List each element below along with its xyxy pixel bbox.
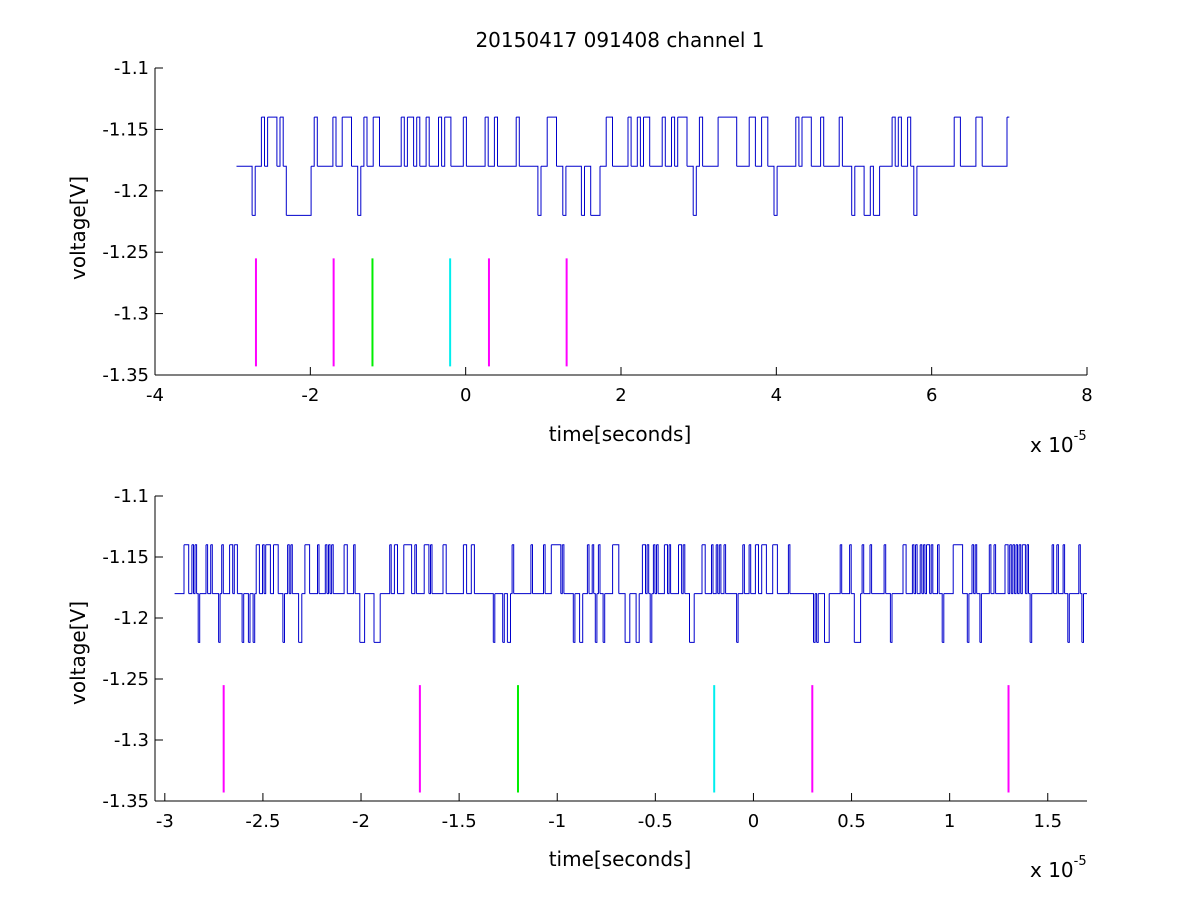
top-x-tick-label: 4: [771, 385, 782, 406]
bottom-signal-series: [174, 544, 1087, 643]
bottom-x-multiplier: x 10-5: [1030, 854, 1087, 882]
top-x-axis-label: time[seconds]: [548, 422, 692, 446]
top-x-tick-label: -4: [146, 385, 164, 406]
top-y-tick-label: -1.3: [114, 304, 149, 325]
bottom-x-multiplier-base: x 10: [1030, 858, 1074, 882]
chart-title: 20150417 091408 channel 1: [475, 28, 765, 52]
bottom-x-tick-label: -2.5: [245, 811, 280, 832]
bottom-x-tick-label: -2: [352, 811, 370, 832]
top-y-tick-label: -1.35: [102, 365, 149, 386]
bottom-x-tick-label: 0.5: [837, 811, 866, 832]
bottom-y-tick-label: -1.35: [102, 791, 149, 812]
top-x-tick-label: 0: [460, 385, 471, 406]
bottom-y-tick-label: -1.2: [114, 608, 149, 629]
top-y-tick-label: -1.15: [102, 119, 149, 140]
top-y-tick-label: -1.2: [114, 181, 149, 202]
top-x-tick-label: -2: [301, 385, 319, 406]
bottom-y-tick-label: -1.15: [102, 547, 149, 568]
bottom-x-tick-label: 1: [944, 811, 955, 832]
bottom-y-tick-label: -1.25: [102, 669, 149, 690]
bottom-x-tick-label: 1.5: [1033, 811, 1062, 832]
bottom-x-tick-label: -3: [156, 811, 174, 832]
top-x-multiplier-exponent: -5: [1073, 429, 1087, 445]
bottom-x-axis-label: time[seconds]: [548, 847, 692, 871]
bottom-y-tick-label: -1.1: [114, 486, 149, 507]
top-x-tick-label: 2: [615, 385, 626, 406]
top-x-multiplier: x 10-5: [1030, 429, 1087, 457]
bottom-y-axis-label: voltage[V]: [66, 600, 90, 705]
top-x-multiplier-base: x 10: [1030, 433, 1074, 457]
top-y-axis-label: voltage[V]: [66, 175, 90, 280]
bottom-x-tick-label: 0: [748, 811, 759, 832]
bottom-y-tick-label: -1.3: [114, 730, 149, 751]
bottom-x-multiplier-exponent: -5: [1073, 854, 1087, 870]
bottom-x-tick-label: -0.5: [638, 811, 673, 832]
top-x-tick-label: 6: [926, 385, 937, 406]
top-y-tick-label: -1.1: [114, 58, 149, 79]
top-y-tick-label: -1.25: [102, 242, 149, 263]
bottom-x-tick-label: -1.5: [442, 811, 477, 832]
top-signal-series: [236, 116, 1010, 216]
top-x-tick-label: 8: [1081, 385, 1092, 406]
bottom-x-tick-label: -1: [548, 811, 566, 832]
